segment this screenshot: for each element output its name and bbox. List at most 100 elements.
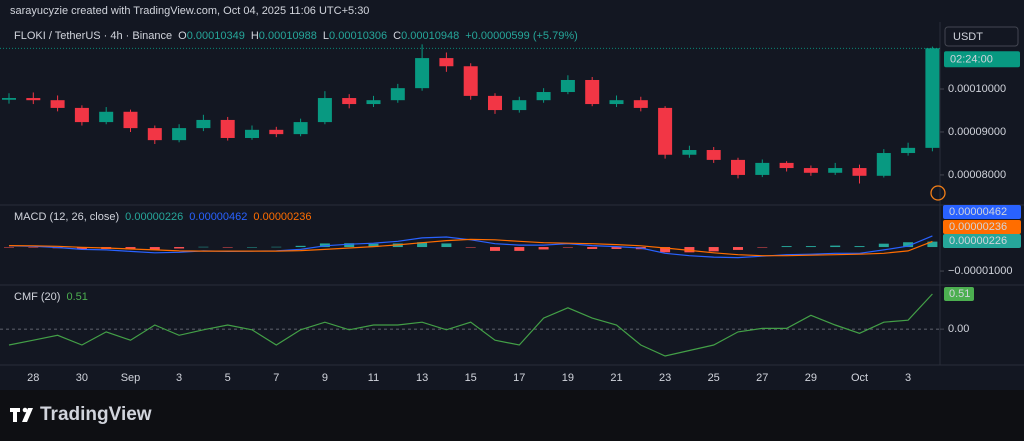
candle-body — [317, 98, 332, 123]
ohlc-key: C — [393, 30, 401, 42]
histogram-bar — [878, 243, 889, 248]
ohlc-key: O — [178, 30, 187, 42]
countdown-box — [944, 51, 1020, 68]
y-tick-label: 0.00009000 — [948, 126, 1006, 138]
histogram-bar — [708, 247, 719, 252]
candle-body — [50, 100, 65, 108]
histogram-bar — [4, 247, 14, 248]
x-tick-label: 19 — [562, 372, 574, 384]
candle-body — [245, 129, 259, 138]
logo-t — [10, 408, 20, 422]
histogram-bar — [28, 247, 39, 248]
x-tick-label: 30 — [76, 372, 88, 384]
logo-text: TradingView — [40, 404, 152, 425]
histogram-bar — [222, 247, 233, 248]
histogram-bar — [562, 247, 573, 248]
candle-body — [196, 119, 211, 129]
candle-body — [439, 58, 454, 67]
x-tick-label: 17 — [513, 372, 525, 384]
cmf-line — [8, 293, 933, 357]
histogram-bar — [805, 246, 816, 248]
histogram-bar — [295, 245, 306, 248]
x-tick-label: 23 — [659, 372, 671, 384]
candle-body — [755, 162, 770, 175]
y-tick-label: −0.00001000 — [948, 265, 1013, 277]
histogram-bar — [247, 247, 257, 248]
currency-button[interactable] — [944, 26, 1019, 47]
x-tick-label: 13 — [416, 372, 428, 384]
value-box — [943, 220, 1021, 234]
symbol: FLOKI / TetherUS · 4h · Binance — [14, 30, 172, 42]
histogram-bar — [684, 247, 695, 253]
candle-body — [172, 128, 187, 141]
value-box-label: 0.00000236 — [949, 221, 1007, 233]
currency[interactable]: USDT — [953, 31, 983, 43]
histogram-bar — [441, 243, 452, 248]
candle-body — [803, 168, 818, 173]
histogram-bar — [611, 247, 622, 249]
ohlc-value: 0.00010306 — [329, 30, 387, 42]
candle-body — [560, 79, 575, 93]
histogram-bar — [514, 247, 525, 251]
footer-bar — [0, 390, 1024, 441]
candle-body — [706, 150, 721, 160]
event-icon[interactable] — [930, 185, 946, 201]
candle-body — [293, 122, 308, 135]
ohlc-value: 0.00010988 — [259, 30, 317, 42]
histogram-value: 0.00000226 — [125, 211, 183, 223]
x-tick-label: 27 — [756, 372, 768, 384]
cmf-legend: CMF (20) 0.51 — [14, 291, 88, 303]
histogram-bar — [854, 246, 865, 248]
histogram-bar — [465, 247, 476, 248]
cmf-value: 0.51 — [66, 291, 87, 303]
x-tick-label: 7 — [273, 372, 279, 384]
ohlc-value: 0.00010948 — [401, 30, 459, 42]
macd-legend: MACD (12, 26, close) 0.00000226 0.00000462… — [14, 211, 312, 223]
histogram-bar — [271, 246, 282, 248]
histogram-bar — [76, 247, 87, 250]
candle-body — [123, 111, 138, 129]
logo-dot — [22, 407, 28, 413]
candle-body — [536, 92, 551, 101]
candle-body — [2, 98, 16, 100]
candle-body — [390, 88, 405, 101]
value-box — [943, 234, 1021, 248]
candle-body — [901, 147, 916, 154]
candle-body — [415, 58, 430, 89]
x-tick-label: 28 — [27, 372, 39, 384]
ohlc-key: H — [251, 30, 259, 42]
x-tick-label: 29 — [805, 372, 817, 384]
x-tick-label: 9 — [322, 372, 328, 384]
logo-v — [22, 408, 33, 422]
histogram-bar — [733, 247, 743, 250]
y-tick-label: 0.00008000 — [948, 169, 1006, 181]
signal-value: 0.00000236 — [253, 211, 311, 223]
x-tick-label: 21 — [610, 372, 622, 384]
logo: TradingView — [10, 404, 152, 425]
histogram-bar — [344, 243, 355, 248]
candle-body — [828, 168, 843, 173]
banner: sarayucyzie created with TradingView.com… — [10, 5, 369, 17]
y-tick-label: 0.00 — [948, 323, 969, 335]
histogram-bar — [660, 247, 671, 253]
macd-line — [8, 238, 933, 257]
y-tick-label: 0.00010000 — [948, 83, 1006, 95]
histogram-bar — [830, 245, 841, 248]
candle-body — [682, 150, 697, 155]
value-box — [943, 205, 1021, 219]
histogram-bar — [538, 247, 549, 250]
candle-body — [74, 107, 89, 123]
histogram-bar — [757, 247, 768, 248]
candle-body — [26, 98, 41, 101]
candle-body — [463, 66, 478, 96]
x-tick-label: Sep — [121, 372, 141, 384]
macd-value: 0.00000462 — [189, 211, 247, 223]
candle-body — [366, 100, 381, 105]
candle-body — [220, 119, 235, 138]
value-box-label: 0.51 — [949, 288, 970, 300]
candle-body — [269, 129, 284, 135]
value-box-label: 0.00000226 — [949, 235, 1007, 247]
candle-body — [512, 100, 527, 111]
histogram-bar — [417, 242, 428, 248]
